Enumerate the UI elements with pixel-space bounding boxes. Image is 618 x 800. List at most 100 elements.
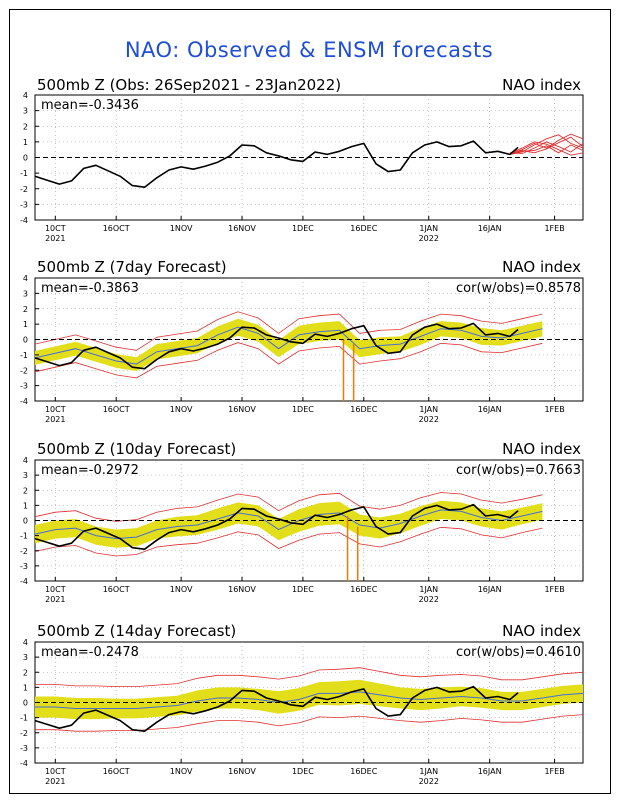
observed-nao-line <box>34 140 519 188</box>
y-tick-label: -2 <box>20 547 28 556</box>
x-tick-label: 10CT <box>45 405 66 414</box>
y-tick-label: -4 <box>20 397 28 406</box>
x-tick-label: 1FEB <box>544 405 564 414</box>
observed-nao-line <box>34 503 519 551</box>
x-year-label: 2022 <box>419 234 439 243</box>
x-tick-label: 16JAN <box>478 224 502 233</box>
forecast-member-line <box>509 141 584 156</box>
forecast-member-line <box>509 141 584 155</box>
y-tick-label: 1 <box>23 501 28 510</box>
panel-2-marks: 4 3 2 1 0 -1 -2 -3 -4 10CT 16OCT 1NOV 16NOV 1DEC 16DEC… <box>20 456 583 604</box>
ensemble-spread-band <box>35 679 583 720</box>
x-tick-label: 16JAN <box>478 767 502 776</box>
y-tick-label: -3 <box>20 382 28 391</box>
x-tick-label: 16DEC <box>350 585 377 594</box>
figure-title: NAO: Observed & ENSM forecasts <box>124 38 494 62</box>
y-tick-label: -2 <box>20 729 28 738</box>
x-tick-label: 16DEC <box>350 767 377 776</box>
y-tick-label: 4 <box>23 274 28 283</box>
ensemble-upper-bound <box>34 311 543 351</box>
x-tick-label: 16OCT <box>103 585 130 594</box>
x-year-label: 2021 <box>45 234 65 243</box>
y-tick-label: 2 <box>23 122 28 131</box>
panel-right-label: NAO index <box>502 76 581 94</box>
x-tick-label: 1NOV <box>170 585 193 594</box>
panel-right-label: NAO index <box>502 258 581 276</box>
y-tick-label: 1 <box>23 683 28 692</box>
x-year-label: 2021 <box>45 415 65 424</box>
x-tick-label: 1JAN <box>419 767 438 776</box>
panel-title: 500mb Z (14day Forecast) <box>37 622 236 640</box>
y-tick-label: -2 <box>20 185 28 194</box>
y-tick-label: -1 <box>20 169 28 178</box>
panel-1-marks: 4 3 2 1 0 -1 -2 -3 -4 10CT 16OCT 1NOV 16NOV 1DEC 16DEC… <box>20 274 583 424</box>
y-tick-label: -1 <box>20 532 28 541</box>
y-tick-label: -4 <box>20 759 28 768</box>
x-tick-label: 16NOV <box>228 585 256 594</box>
y-tick-label: -1 <box>20 351 28 360</box>
y-tick-label: -4 <box>20 216 28 225</box>
x-tick-label: 1DEC <box>292 224 314 233</box>
ensemble-spread-band <box>35 318 543 371</box>
mean-label: mean=-0.2972 <box>41 463 139 478</box>
ensemble-upper-bound <box>35 667 584 687</box>
y-tick-label: 0 <box>23 517 28 526</box>
y-tick-label: 3 <box>23 471 28 480</box>
x-tick-label: 1DEC <box>292 405 314 414</box>
x-tick-label: 1JAN <box>419 585 438 594</box>
y-tick-label: 0 <box>23 336 28 345</box>
y-tick-label: 3 <box>23 107 28 116</box>
x-tick-label: 1FEB <box>544 767 564 776</box>
mean-label: mean=-0.3436 <box>41 98 139 113</box>
y-tick-label: -2 <box>20 366 28 375</box>
x-tick-label: 10CT <box>45 585 66 594</box>
x-tick-label: 16OCT <box>103 405 130 414</box>
observed-nao-line <box>34 322 519 370</box>
y-tick-label: -3 <box>20 744 28 753</box>
panel-right-label: NAO index <box>502 440 581 458</box>
panel-title: 500mb Z (Obs: 26Sep2021 - 23Jan2022) <box>37 76 341 94</box>
panel-3-marks: 4 3 2 1 0 -1 -2 -3 -4 10CT 16OCT 1NOV 16NOV 1DEC 16DEC… <box>20 638 584 786</box>
x-tick-label: 1DEC <box>292 585 314 594</box>
x-tick-label: 10CT <box>45 224 66 233</box>
x-tick-label: 16DEC <box>350 405 377 414</box>
x-tick-label: 1FEB <box>544 224 564 233</box>
x-tick-label: 16JAN <box>478 405 502 414</box>
x-tick-label: 1DEC <box>292 767 314 776</box>
y-tick-label: -3 <box>20 200 28 209</box>
y-tick-label: 4 <box>23 91 28 100</box>
panel-title: 500mb Z (10day Forecast) <box>37 440 236 458</box>
x-tick-label: 1NOV <box>170 405 193 414</box>
x-tick-label: 10CT <box>45 767 66 776</box>
y-tick-label: 2 <box>23 486 28 495</box>
y-tick-label: 2 <box>23 668 28 677</box>
ensemble-upper-bound <box>34 492 543 522</box>
x-tick-label: 16NOV <box>228 405 256 414</box>
y-tick-label: -4 <box>20 577 28 586</box>
x-tick-label: 16OCT <box>103 224 130 233</box>
y-tick-label: 2 <box>23 305 28 314</box>
forecast-member-line <box>509 144 584 155</box>
y-tick-label: 0 <box>23 699 28 708</box>
y-tick-label: 1 <box>23 320 28 329</box>
x-tick-label: 1NOV <box>170 767 193 776</box>
x-tick-label: 16OCT <box>103 767 130 776</box>
panel-title: 500mb Z (7day Forecast) <box>37 258 227 276</box>
ensemble-lower-bound <box>34 342 543 379</box>
x-tick-label: 16DEC <box>350 224 377 233</box>
y-tick-label: 4 <box>23 456 28 465</box>
forecast-member-line <box>509 133 584 155</box>
mean-label: mean=-0.3863 <box>41 281 139 296</box>
forecast-member-line <box>509 136 584 155</box>
panel-observed: 500mb Z (Obs: 26Sep2021 - 23Jan2022) NAO… <box>34 76 584 221</box>
x-tick-label: 1JAN <box>419 405 438 414</box>
cor-label: cor(w/obs)=0.7663 <box>456 463 581 478</box>
ensemble-mean-line <box>35 691 584 709</box>
y-tick-label: -3 <box>20 562 28 571</box>
x-year-label: 2022 <box>419 777 439 786</box>
x-year-label: 2021 <box>45 595 65 604</box>
cor-label: cor(w/obs)=0.4610 <box>456 645 581 660</box>
observed-nao-line <box>34 685 519 733</box>
x-tick-label: 1JAN <box>419 224 438 233</box>
